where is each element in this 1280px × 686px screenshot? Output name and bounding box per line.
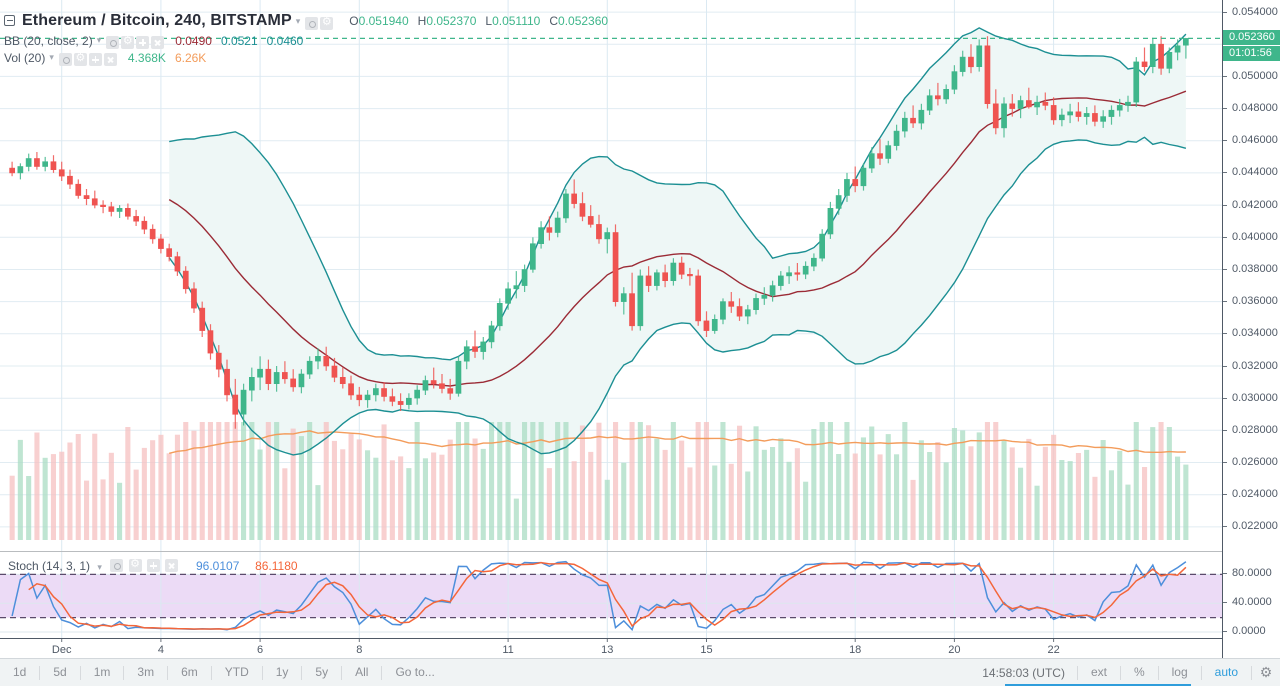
toolbar-separator <box>381 665 383 680</box>
toolbar-separator <box>261 665 263 680</box>
toolbar-separator <box>167 665 169 680</box>
time-axis-svg: Dec 4 6 8 11 13 15 18 20 22 <box>52 639 1060 656</box>
time-axis-label: 6 <box>257 644 263 656</box>
range-button-1y[interactable]: 1y <box>275 665 289 679</box>
toolbar-separator <box>79 665 81 680</box>
scale-button-percent[interactable]: % <box>1133 665 1145 679</box>
bollinger-lower-line <box>168 136 1187 456</box>
gear-icon[interactable] <box>128 557 142 572</box>
time-axis-label: 8 <box>356 644 362 656</box>
price-axis-tick: 0.026000 <box>1223 456 1280 469</box>
stoch-d-line <box>28 561 1187 630</box>
time-axis-label: 15 <box>700 644 712 656</box>
clock-utc: 14:58:03 (UTC) <box>982 665 1065 680</box>
bollinger-upper-line <box>169 27 1187 361</box>
price-axis-tick: 0.054000 <box>1223 6 1280 19</box>
range-button-1m[interactable]: 1m <box>93 665 111 679</box>
range-button-all[interactable]: All <box>355 665 369 679</box>
toolbar-separator <box>301 665 303 680</box>
price-axis-tick: 0.028000 <box>1223 424 1280 437</box>
bottom-toolbar-right[interactable]: 14:58:03 (UTC) ext% log auto ⚙ <box>970 659 1280 686</box>
bottom-toolbar[interactable]: 1d 5d 1m 3m 6m YTD 1y 5y All Go to... 14:58:03 (U… <box>0 658 1280 686</box>
toolbar-separator <box>1200 665 1202 680</box>
stochastic-legend[interactable]: Stoch (14, 3, 1) ▾ 96.0107 86.1180 <box>8 557 298 573</box>
time-axis-label: 13 <box>601 644 613 656</box>
price-chart-svg <box>0 0 1222 551</box>
range-button-3m[interactable]: 3m <box>137 665 155 679</box>
gear-icon[interactable]: ⚙ <box>1259 664 1273 680</box>
toolbar-accent-underline <box>1005 684 1191 686</box>
scale-button-auto[interactable]: auto <box>1214 665 1238 679</box>
stoch-axis-tick: 40.0000 <box>1223 596 1280 609</box>
bollinger-middle-line <box>168 90 1187 387</box>
stoch-k-value: 96.0107 <box>195 559 240 573</box>
price-axis-tick: 0.036000 <box>1223 295 1280 308</box>
time-range-group[interactable]: 1d 5d 1m 3m 6m YTD 1y 5y All Go to... <box>0 659 448 686</box>
time-axis-label: 20 <box>948 644 960 656</box>
plus-icon[interactable] <box>146 559 160 572</box>
price-axis-tick: 0.040000 <box>1223 231 1280 244</box>
range-button-6m[interactable]: 6m <box>181 665 198 679</box>
price-axis-tick: 0.042000 <box>1223 199 1280 212</box>
volume-bars <box>9 422 1189 540</box>
price-axis-tick: 0.022000 <box>1223 520 1280 533</box>
scale-button-ext[interactable]: ext <box>1090 665 1107 679</box>
time-axis-label: Dec <box>52 644 72 656</box>
eye-icon[interactable] <box>110 559 124 572</box>
stoch-indicator-name[interactable]: Stoch (14, 3, 1) <box>8 559 91 573</box>
candlesticks <box>9 36 1189 429</box>
price-axis-tick: 0.032000 <box>1223 360 1280 373</box>
toolbar-separator <box>1157 665 1159 680</box>
price-axis-tick: 0.048000 <box>1223 102 1280 115</box>
price-axis-tick: 0.046000 <box>1223 134 1280 147</box>
time-axis-label: 4 <box>158 644 164 656</box>
time-axis-label: 18 <box>849 644 861 656</box>
toolbar-separator <box>210 665 212 680</box>
stoch-overbought-oversold-band <box>0 574 1222 618</box>
close-icon[interactable] <box>165 559 179 572</box>
range-button-5d[interactable]: 5d <box>53 665 67 679</box>
price-axis-tick: 0.038000 <box>1223 263 1280 276</box>
price-axis-tick: 0.050000 <box>1223 70 1280 83</box>
stochastic-pane[interactable] <box>0 551 1222 638</box>
stoch-d-value: 86.1180 <box>255 559 298 573</box>
chart-plot-surface[interactable]: Dec 4 6 8 11 13 15 18 20 22 <box>0 0 1222 658</box>
range-button-5y[interactable]: 5y <box>315 665 329 679</box>
price-pane[interactable] <box>0 0 1222 551</box>
price-axis[interactable]: 0.0540000.0520000.0500000.0480000.046000… <box>1222 0 1280 658</box>
toolbar-separator <box>1076 665 1078 680</box>
scale-button-log[interactable]: log <box>1171 665 1188 679</box>
toolbar-separator <box>39 665 41 680</box>
volume-ma-line <box>169 430 1186 454</box>
price-axis-tick: 0.034000 <box>1223 327 1280 340</box>
countdown-badge: 01:01:56 <box>1223 45 1280 62</box>
toolbar-separator <box>1119 665 1121 680</box>
stoch-axis-tick: 0.0000 <box>1223 625 1280 638</box>
current-price-badge[interactable]: 0.052360 <box>1223 30 1280 46</box>
range-button-ytd[interactable]: YTD <box>224 665 249 679</box>
price-axis-tick: 0.044000 <box>1223 166 1280 179</box>
toolbar-separator <box>123 665 125 680</box>
go-to-button[interactable]: Go to... <box>395 665 435 679</box>
price-axis-tick: 0.030000 <box>1223 392 1280 405</box>
range-button-1d[interactable]: 1d <box>13 665 27 679</box>
price-axis-tick: 0.024000 <box>1223 488 1280 501</box>
time-axis-label: 22 <box>1047 644 1059 656</box>
stoch-axis-tick: 80.0000 <box>1223 567 1280 580</box>
stochastic-chart-svg <box>0 552 1222 638</box>
time-axis[interactable]: Dec 4 6 8 11 13 15 18 20 22 <box>0 638 1222 658</box>
toolbar-separator <box>341 665 343 680</box>
toolbar-separator <box>1251 665 1252 680</box>
chevron-down-icon[interactable]: ▾ <box>97 562 102 572</box>
bollinger-fill <box>169 27 1186 455</box>
time-axis-label: 11 <box>502 644 513 656</box>
